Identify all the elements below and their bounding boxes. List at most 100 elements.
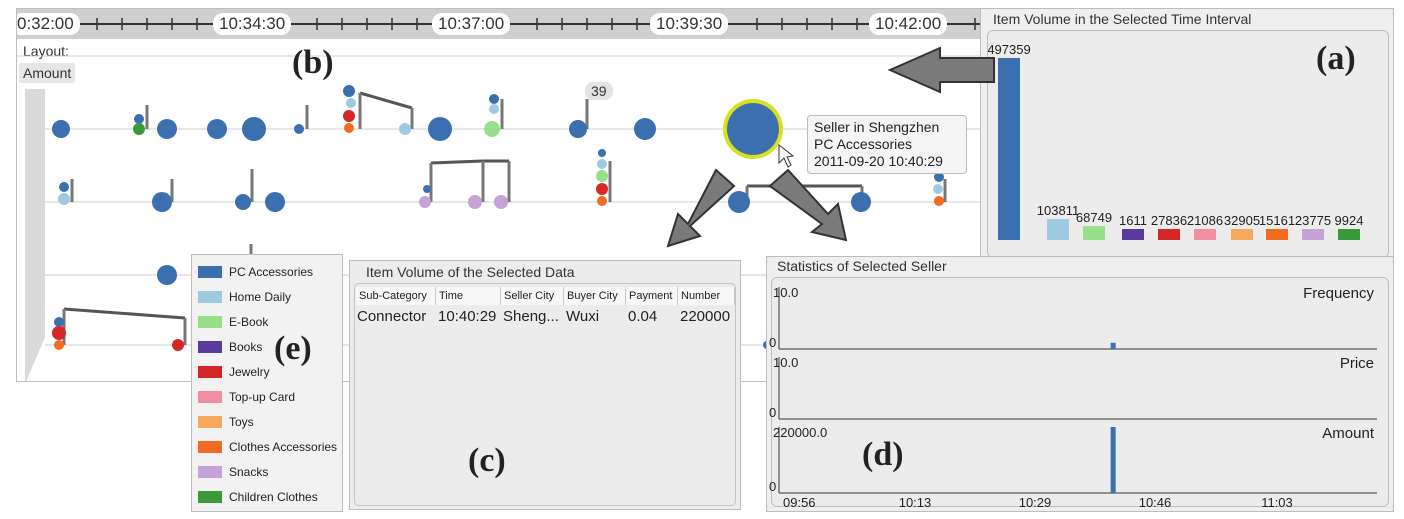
legend-item-clothes-accessories[interactable]: Clothes Accessories [198, 438, 337, 456]
stats-y-bottom-label: 0 [769, 405, 776, 420]
seller-glyphs-row-1[interactable] [52, 85, 783, 159]
category-legend: PC Accessories Home Daily E-Book Books J… [191, 254, 343, 512]
volume-value-label: 103811 [1037, 203, 1079, 218]
volume-bar[interactable] [1338, 229, 1360, 240]
time-label-3: 10:39:30 [650, 13, 729, 35]
legend-item-top-up-card[interactable]: Top-up Card [198, 388, 295, 406]
volume-value-label: 21086 [1187, 213, 1223, 228]
column-header-payment[interactable]: Payment [626, 287, 678, 305]
legend-swatch-icon [198, 316, 222, 328]
volume-value-label: 1611 [1119, 213, 1147, 228]
table-title: Item Volume of the Selected Data [366, 264, 575, 280]
column-header-sub-category[interactable]: Sub-Category [356, 287, 436, 305]
legend-label: Clothes Accessories [229, 440, 338, 454]
legend-label: Books [229, 340, 263, 354]
volume-bar[interactable] [1083, 226, 1105, 240]
tooltip-seller: Seller in Shengzhen [814, 119, 940, 135]
volume-bar[interactable] [1231, 229, 1253, 240]
legend-item-home-daily[interactable]: Home Daily [198, 288, 291, 306]
stats-bar[interactable] [1110, 342, 1116, 349]
cell-buyer-city: Wuxi [566, 308, 600, 325]
column-header-buyer-city[interactable]: Buyer City [564, 287, 626, 305]
volume-value-label: 27836 [1151, 213, 1187, 228]
count-badge: 39 [585, 82, 613, 100]
stats-y-top-label: 220000.0 [773, 425, 827, 440]
selected-data-panel: Item Volume of the Selected Data Sub-Cat… [349, 260, 741, 510]
volume-value-label: 32905 [1224, 213, 1260, 228]
volume-value-label: 9924 [1335, 213, 1364, 228]
stats-chart-title: Amount [1322, 425, 1375, 442]
stats-chart-title: Price [1340, 355, 1374, 372]
cell-payment: 0.04 [628, 308, 658, 325]
volume-bar[interactable] [1302, 229, 1324, 240]
legend-item-snacks[interactable]: Snacks [198, 463, 268, 481]
layout-select[interactable]: Amount [19, 63, 76, 83]
stats-x-tick-label: 09:56 [783, 495, 816, 510]
marker-d: (d) [862, 436, 904, 473]
legend-label: E-Book [229, 315, 269, 329]
volume-value-label: 15161 [1259, 213, 1295, 228]
legend-item-pc-accessories[interactable]: PC Accessories [198, 263, 313, 281]
volume-value-label: 497359 [988, 42, 1031, 57]
legend-label: Snacks [229, 465, 269, 479]
column-header-time[interactable]: Time [436, 287, 501, 305]
legend-item-jewelry[interactable]: Jewelry [198, 363, 270, 381]
marker-b: (b) [292, 44, 334, 81]
volume-value-label: 23775 [1295, 213, 1331, 228]
legend-item-children-clothes[interactable]: Children Clothes [198, 488, 318, 506]
legend-swatch-icon [198, 366, 222, 378]
volume-bar[interactable] [1266, 229, 1288, 240]
stats-x-tick-label: 11:03 [1261, 495, 1293, 510]
time-label-4: 10:42:00 [869, 13, 948, 35]
stats-title: Statistics of Selected Seller [777, 258, 947, 274]
marker-c: (c) [468, 442, 506, 479]
stats-y-bottom-label: 0 [769, 479, 776, 494]
legend-item-books[interactable]: Books [198, 338, 262, 356]
seller-glyphs-row-3[interactable] [157, 244, 253, 285]
layout-label: Layout: [23, 43, 69, 59]
stats-y-bottom-label: 0 [769, 335, 776, 350]
legend-label: Children Clothes [229, 490, 318, 504]
stats-x-tick-label: 10:13 [899, 495, 932, 510]
seller-glyphs-row-4[interactable] [52, 307, 771, 351]
time-axis[interactable]: 0:32:00 10:34:30 10:37:00 10:39:30 10:42… [17, 9, 981, 39]
legend-swatch-icon [198, 491, 222, 503]
volume-bar[interactable] [998, 58, 1020, 240]
legend-swatch-icon [198, 341, 222, 353]
time-label-2: 10:37:00 [432, 13, 511, 35]
volume-bar[interactable] [1158, 229, 1180, 240]
marker-e: (e) [274, 330, 312, 367]
marker-a: (a) [1316, 40, 1356, 77]
tooltip-category: PC Accessories [814, 136, 913, 152]
legend-item-e-book[interactable]: E-Book [198, 313, 268, 331]
volume-chart-box: 497359 103811 68749 1611 27836 21086 32905 1516… [987, 30, 1389, 258]
legend-swatch-icon [198, 441, 222, 453]
legend-item-toys[interactable]: Toys [198, 413, 254, 431]
volume-value-label: 68749 [1076, 210, 1112, 225]
volume-panel: Item Volume in the Selected Time Interva… [980, 8, 1394, 262]
volume-bar[interactable] [1047, 219, 1069, 240]
time-label-1: 10:34:30 [213, 13, 292, 35]
timeline-canvas[interactable] [17, 39, 982, 382]
stats-x-tick-label: 10:46 [1139, 495, 1172, 510]
legend-swatch-icon [198, 291, 222, 303]
stats-x-tick-label: 10:29 [1019, 495, 1052, 510]
legend-label: PC Accessories [229, 265, 314, 279]
stats-y-top-label: 10.0 [773, 355, 798, 370]
stats-charts[interactable]: Frequency10.00Price10.00Amount220000.000… [767, 257, 1395, 513]
stats-chart-title: Frequency [1303, 285, 1374, 302]
column-header-number[interactable]: Number [678, 287, 735, 305]
legend-swatch-icon [198, 466, 222, 478]
legend-label: Toys [229, 415, 254, 429]
volume-bar[interactable] [1122, 229, 1144, 240]
stats-bar[interactable] [1110, 427, 1116, 493]
volume-bar[interactable] [1194, 229, 1216, 240]
cell-sub-category: Connector [357, 308, 427, 325]
column-header-seller-city[interactable]: Seller City [501, 287, 564, 305]
seller-tooltip: Seller in Shengzhen PC Accessories 2011-… [807, 115, 967, 174]
cell-time: 10:40:29 [438, 308, 497, 325]
tooltip-time: 2011-09-20 10:40:29 [814, 153, 943, 169]
time-label-0: 0:32:00 [17, 13, 80, 35]
scroll-bar[interactable] [25, 89, 45, 382]
